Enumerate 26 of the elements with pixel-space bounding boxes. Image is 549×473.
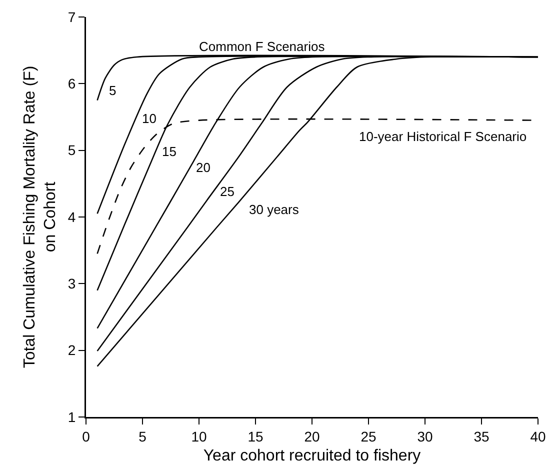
x-tick-label: 40 (530, 428, 546, 444)
y-tick-label: 5 (68, 142, 76, 158)
y-axis-title: Total Cumulative Fishing Mortality Rate (F) on Cohort (21, 66, 60, 368)
y-tick-label: 4 (68, 208, 76, 225)
y-tick-label: 3 (68, 276, 76, 292)
series-label: 5 (109, 83, 116, 98)
x-tick-label: 0 (82, 428, 90, 444)
annotation: Common F Scenarios (199, 39, 326, 54)
x-tick-label: 10 (191, 428, 207, 444)
y-tick-label: 6 (68, 76, 76, 92)
x-tick-label: 30 (417, 428, 433, 444)
y-tick-label: 1 (68, 408, 76, 425)
x-axis-title: Year cohort recruited to fishery (203, 448, 421, 465)
series-label: 20 (196, 160, 210, 175)
series-label: 10-year Historical F Scenario (359, 129, 527, 144)
x-tick-label: 15 (248, 428, 264, 444)
series-label: 10 (142, 111, 156, 126)
series-label: 25 (220, 184, 234, 199)
y-tick-label: 2 (68, 342, 76, 358)
x-tick-label: 35 (474, 428, 490, 444)
x-tick-label: 25 (360, 428, 376, 444)
x-tick-label: 5 (138, 428, 147, 444)
x-tick-label: 20 (304, 428, 320, 444)
series-label: 15 (162, 144, 176, 159)
y-tick-label: 7 (68, 8, 76, 25)
series-label: 30 years (249, 202, 300, 217)
